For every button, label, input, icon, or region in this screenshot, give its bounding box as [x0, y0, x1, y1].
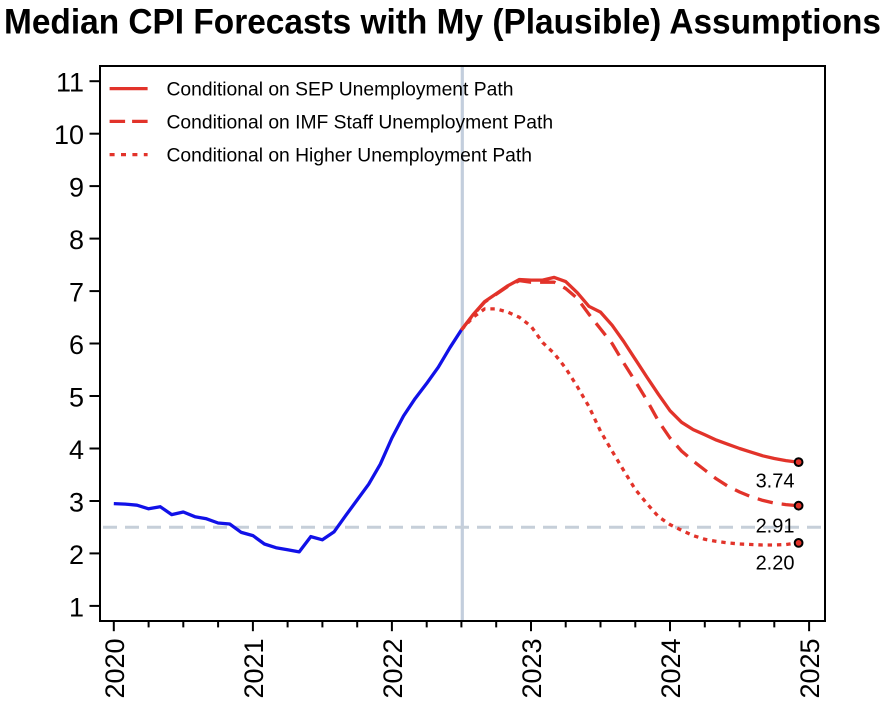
svg-text:Conditional on SEP Unemploymen: Conditional on SEP Unemployment Path — [167, 80, 514, 101]
svg-text:11: 11 — [56, 68, 84, 98]
svg-text:2023: 2023 — [517, 638, 547, 698]
svg-text:10: 10 — [54, 120, 84, 150]
svg-text:Conditional on Higher Unemploy: Conditional on Higher Unemployment Path — [167, 146, 532, 167]
svg-text:2.20: 2.20 — [756, 552, 795, 574]
svg-text:7: 7 — [69, 278, 84, 308]
svg-text:2.91: 2.91 — [756, 515, 795, 537]
svg-text:2020: 2020 — [100, 638, 130, 698]
svg-text:Conditional on IMF Staff Unemp: Conditional on IMF Staff Unemployment Pa… — [167, 112, 554, 133]
svg-text:9: 9 — [69, 173, 84, 203]
svg-text:6: 6 — [69, 330, 84, 360]
svg-text:3: 3 — [69, 488, 84, 518]
svg-text:3.74: 3.74 — [756, 470, 795, 492]
svg-text:2021: 2021 — [239, 638, 269, 698]
svg-text:1: 1 — [69, 592, 84, 622]
svg-text:5: 5 — [69, 383, 84, 413]
svg-text:2: 2 — [69, 540, 84, 570]
svg-text:2025: 2025 — [795, 638, 825, 698]
svg-text:2024: 2024 — [656, 638, 686, 698]
svg-text:Median CPI Forecasts with My (: Median CPI Forecasts with My (Plausible)… — [4, 3, 881, 42]
svg-text:8: 8 — [69, 225, 84, 255]
svg-text:4: 4 — [69, 435, 84, 465]
svg-text:2022: 2022 — [378, 638, 408, 698]
